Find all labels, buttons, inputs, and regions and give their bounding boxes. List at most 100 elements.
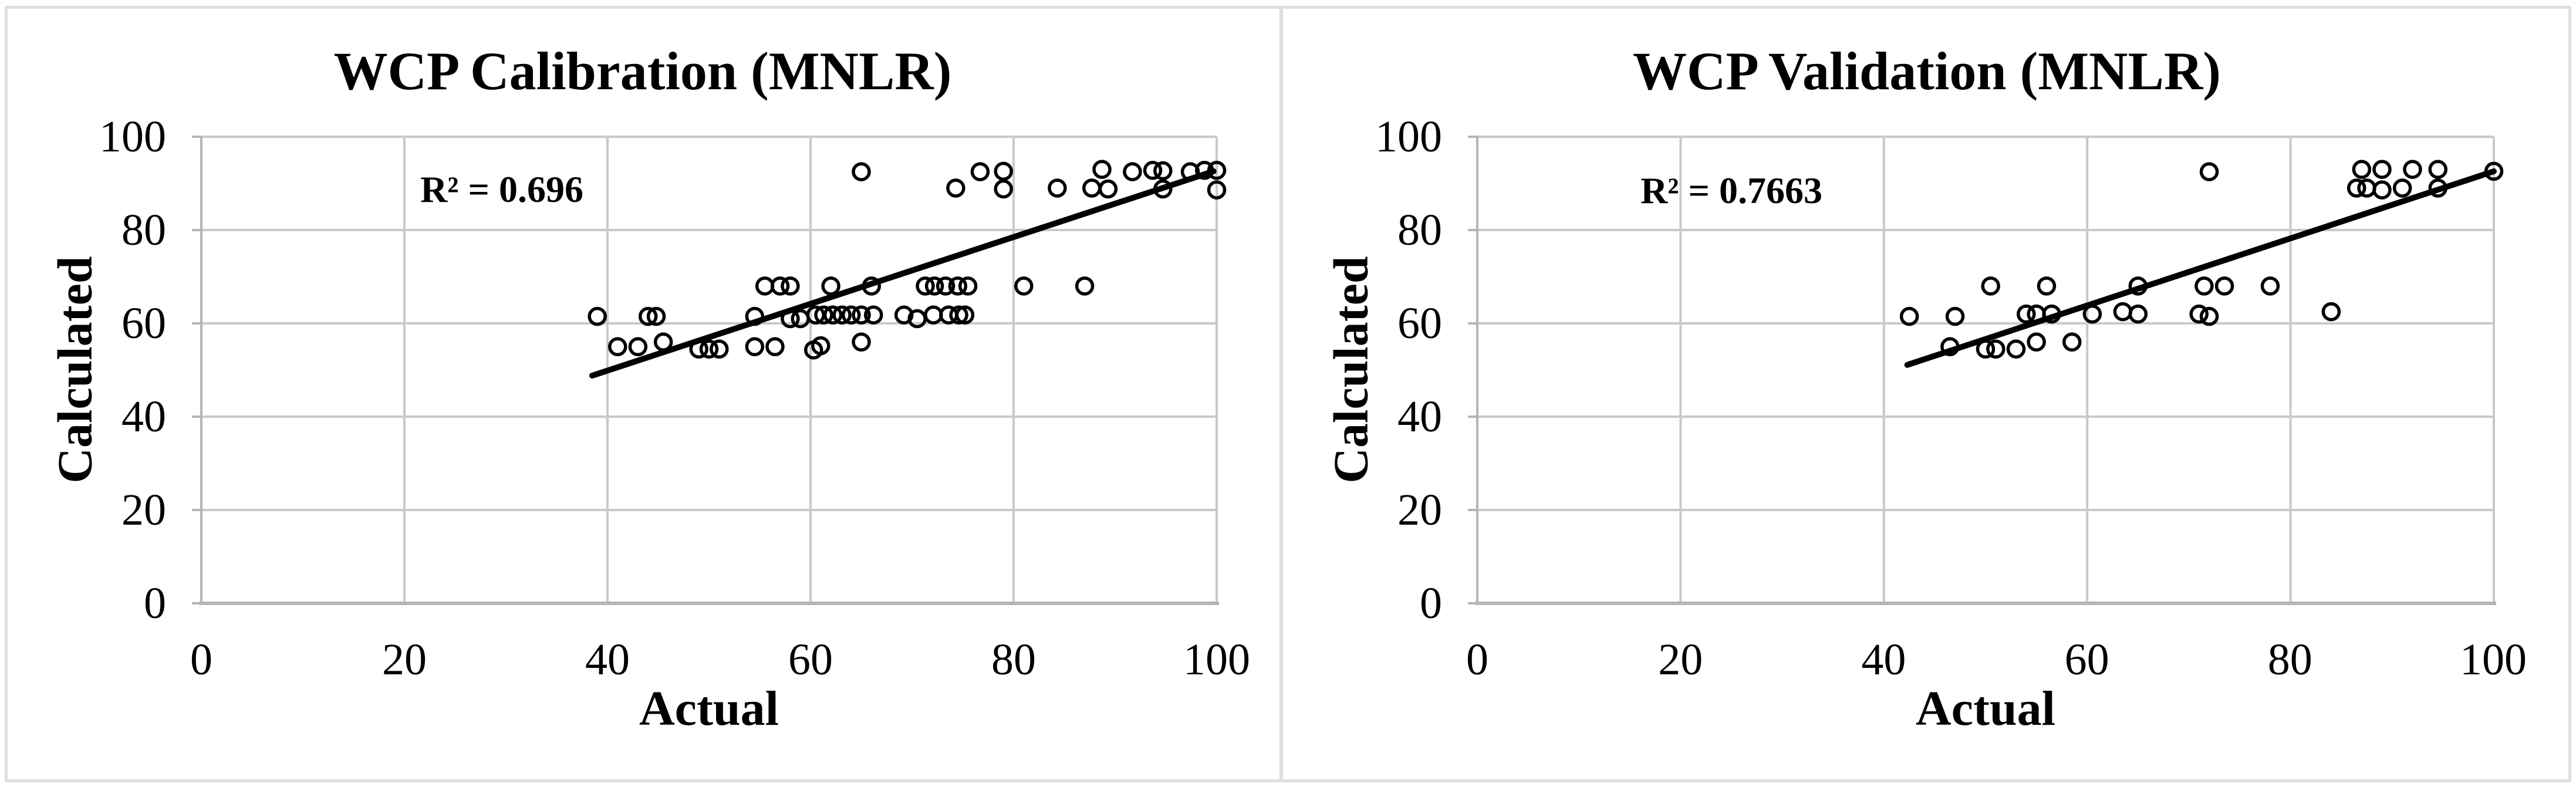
scatter-point [1899, 306, 1919, 326]
scatter-point [765, 337, 785, 356]
validation-x-axis-title: Actual [1916, 681, 2055, 736]
scatter-point [2027, 332, 2046, 352]
validation-points [1899, 160, 2504, 359]
scatter-point [852, 332, 871, 352]
validation-plot-area [1467, 136, 2504, 605]
panel-divider [1279, 7, 1283, 781]
scatter-point [924, 276, 944, 296]
scatter-point [1940, 337, 1960, 356]
scatter-point [2199, 306, 2219, 326]
scatter-point [970, 162, 990, 181]
scatter-point [862, 276, 882, 296]
validation-r2-annotation: R² = 0.7663 [1640, 170, 1822, 211]
scatter-point [2189, 304, 2209, 324]
scatter-point [2113, 302, 2133, 322]
scatter-point [745, 306, 765, 326]
scatter-point [2321, 302, 2341, 322]
calibration-y-tick-label: 100 [99, 112, 166, 161]
calibration-y-tick-label: 20 [121, 485, 166, 535]
scatter-point [852, 162, 871, 181]
scatter-point [2352, 160, 2372, 179]
validation-y-tick-label: 20 [1397, 485, 1442, 535]
scatter-point [2347, 178, 2366, 198]
scatter-point [1098, 179, 1118, 199]
calibration-x-tick-label: 0 [190, 635, 212, 684]
scatter-point [2082, 304, 2102, 324]
scatter-point [2357, 178, 2376, 198]
scatter-point [811, 336, 830, 356]
scatter-point [1082, 178, 1102, 198]
scatter-point [821, 276, 840, 296]
scatter-point [1153, 179, 1173, 199]
scatter-point [994, 161, 1013, 181]
scatter-point [689, 339, 708, 359]
scatter-point [864, 305, 883, 325]
validation-x-tick-label: 60 [2064, 635, 2109, 684]
calibration-x-tick-label: 20 [382, 635, 427, 684]
scatter-point [2260, 276, 2280, 296]
scatter-point [755, 276, 775, 296]
scatter-point [1976, 339, 1996, 359]
scatter-point [2372, 160, 2392, 179]
calibration-chart-title: WCP Calibration (MNLR) [333, 41, 952, 101]
calibration-y-tick-label: 80 [121, 205, 166, 255]
validation-chart-title: WCP Validation (MNLR) [1633, 41, 2221, 101]
calibration-x-tick-label: 40 [585, 635, 630, 684]
scatter-point [781, 276, 800, 296]
scatter-point [1194, 160, 1214, 180]
scatter-point [1014, 276, 1034, 296]
calibration-plot-area [192, 136, 1227, 605]
scatter-point [955, 305, 975, 325]
scatter-point [814, 305, 833, 325]
scatter-point [710, 339, 729, 359]
calibration-r2-annotation: R² = 0.696 [420, 168, 583, 210]
scatter-point [2062, 332, 2082, 352]
scatter-point [1075, 276, 1095, 296]
scatter-point [628, 337, 648, 356]
validation-x-tick-label: 80 [2267, 635, 2312, 684]
scatter-point [832, 305, 852, 325]
scatter-point [2214, 276, 2234, 296]
calibration-x-tick-label: 80 [991, 635, 1036, 684]
scatter-point [2128, 304, 2148, 324]
validation-y-tick-label: 80 [1397, 205, 1442, 255]
scatter-point [1207, 160, 1227, 180]
scatter-point [2128, 276, 2148, 296]
scatter-point [781, 309, 800, 329]
scatter-point [946, 178, 965, 198]
scatter-point [1123, 162, 1142, 181]
scatter-point [2392, 178, 2412, 198]
scatter-point [2403, 160, 2422, 179]
scatter-point [841, 305, 861, 325]
scatter-point [2042, 304, 2061, 324]
validation-y-tick-label: 100 [1375, 112, 1442, 161]
scatter-point [653, 332, 673, 352]
scatter-point [852, 305, 871, 325]
scatter-point [949, 305, 968, 325]
validation-y-tick-label: 60 [1397, 299, 1442, 348]
scatter-point [2428, 178, 2447, 198]
scatter-point [699, 339, 719, 359]
scatter-point [608, 337, 627, 356]
scatter-point [1986, 339, 2006, 359]
validation-x-tick-label: 0 [1466, 635, 1488, 684]
validation-x-tick-label: 100 [2460, 635, 2527, 684]
scatter-point [936, 276, 956, 296]
scatter-point [2006, 339, 2026, 359]
scatter-point [958, 276, 978, 296]
scatter-point [1048, 178, 1067, 198]
scatter-point [2199, 162, 2219, 181]
scatter-point [2428, 160, 2447, 179]
scatter-point [823, 305, 843, 325]
validation-x-tick-label: 20 [1658, 635, 1703, 684]
scatter-point [1981, 276, 2000, 296]
calibration-y-tick-label: 0 [144, 579, 166, 628]
scatter-point [948, 276, 968, 296]
calibration-points [588, 160, 1227, 360]
scatter-point [638, 306, 658, 326]
scatter-point [646, 306, 666, 326]
scatter-point [916, 276, 935, 296]
calibration-y-axis-title: Calculated [48, 256, 103, 484]
scatter-point [2372, 180, 2392, 200]
calibration-x-tick-label: 60 [788, 635, 833, 684]
